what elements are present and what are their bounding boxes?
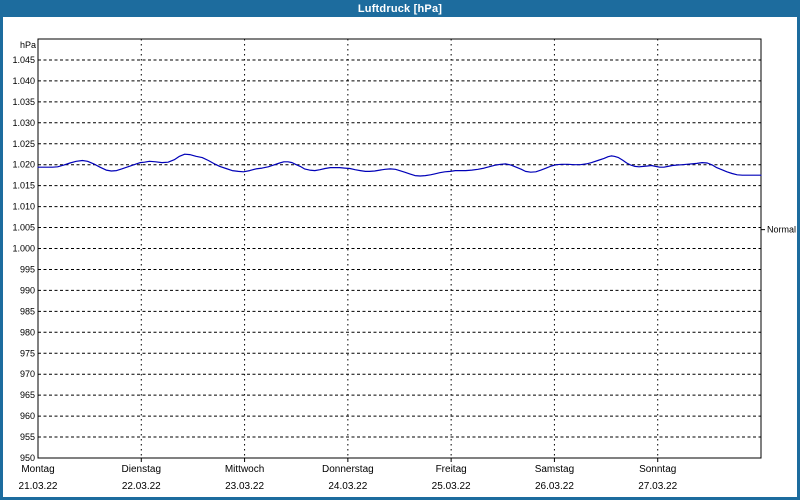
y-tick-label: 1.020 (12, 160, 35, 170)
title-bar: Luftdruck [hPa] (3, 0, 797, 17)
plot-border (37, 38, 762, 459)
y-tick-label: 950 (20, 453, 35, 463)
day-date-label: 21.03.22 (19, 481, 58, 492)
chart-title: Luftdruck [hPa] (357, 2, 443, 15)
day-date-label: 24.03.22 (328, 481, 367, 492)
y-axis-unit-label: hPa (20, 40, 36, 50)
pressure-line-chart: 1.045 1.040 1.035 1.030 1.025 1.020 1.015 1.010… (12, 38, 796, 492)
y-tick-label: 955 (20, 432, 35, 442)
y-tick-label: 1.025 (12, 139, 35, 149)
day-date-label: 23.03.22 (225, 481, 264, 492)
day-date-label: 27.03.22 (638, 481, 677, 492)
y-tick-label: 1.005 (12, 223, 35, 233)
y-tick-label: 970 (20, 369, 35, 379)
y-tick-label: 985 (20, 306, 35, 316)
day-name-label: Samstag (535, 464, 574, 475)
y-tick-label: 980 (20, 327, 35, 337)
y-tick-label: 1.010 (12, 202, 35, 212)
y-tick-label: 1.045 (12, 55, 35, 65)
y-tick-label: 1.040 (12, 76, 35, 86)
day-name-label: Freitag (436, 464, 467, 475)
normal-marker-label: Normal (767, 225, 796, 235)
day-name-label: Montag (21, 464, 54, 475)
pressure-series-line (37, 153, 762, 177)
day-name-label: Donnerstag (322, 464, 374, 475)
day-date-label: 22.03.22 (122, 481, 161, 492)
y-tick-label: 1.035 (12, 97, 35, 107)
y-tick-label: 995 (20, 264, 35, 274)
day-date-label: 25.03.22 (432, 481, 471, 492)
y-tick-label: 975 (20, 348, 35, 358)
day-name-label: Mittwoch (225, 464, 264, 475)
y-tick-label: 1.015 (12, 181, 35, 191)
y-tick-label: 990 (20, 285, 35, 295)
y-tick-label: 965 (20, 390, 35, 400)
y-tick-label: 1.030 (12, 118, 35, 128)
day-name-label: Sonntag (639, 464, 676, 475)
day-date-label: 26.03.22 (535, 481, 574, 492)
day-name-label: Dienstag (122, 464, 161, 475)
y-tick-label: 960 (20, 411, 35, 421)
y-tick-label: 1.000 (12, 244, 35, 254)
chart-area: 1.045 1.040 1.035 1.030 1.025 1.020 1.015 1.010… (3, 17, 797, 497)
